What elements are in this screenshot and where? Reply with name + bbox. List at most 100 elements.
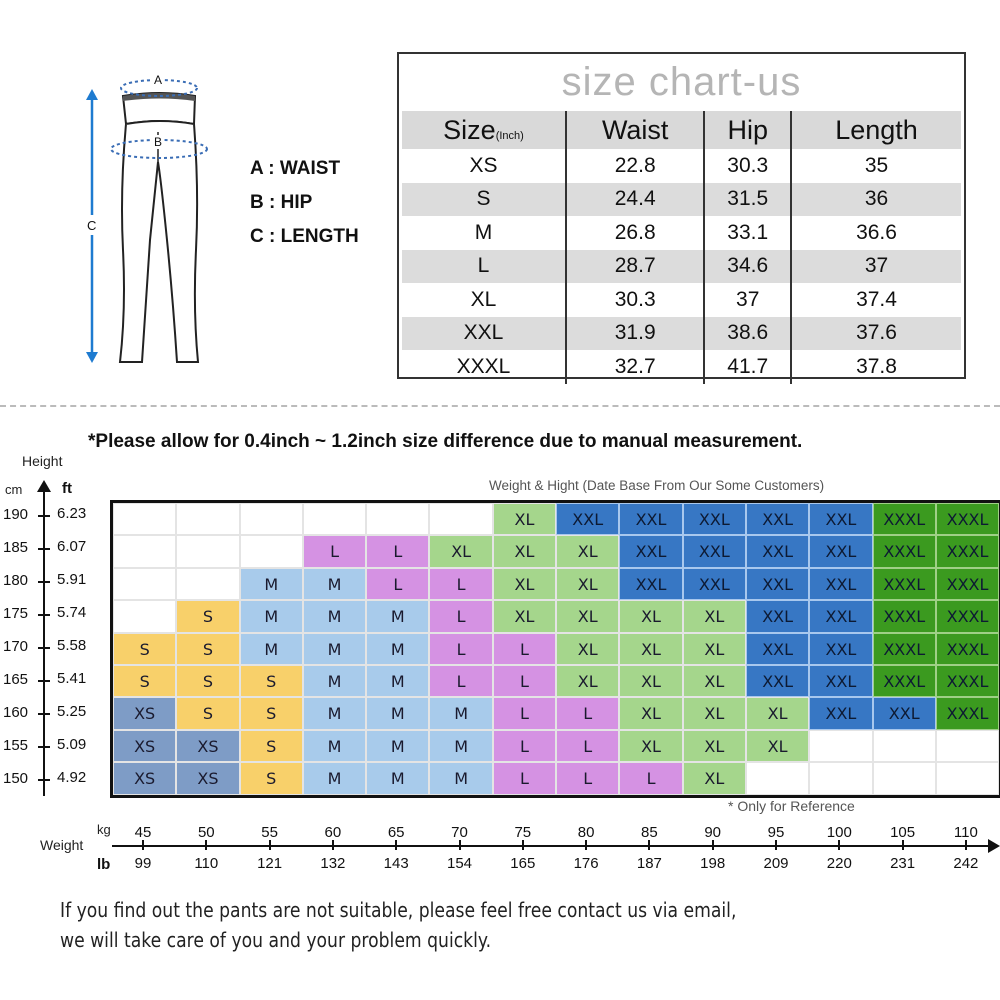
weight-axis-title: Weight xyxy=(40,837,84,853)
tick-cm: 155 xyxy=(3,737,29,754)
size-cell: S xyxy=(176,664,240,698)
cell-waist: 31.9 xyxy=(564,316,704,350)
size-cell: XL xyxy=(556,600,620,633)
size-cell: L xyxy=(366,535,430,568)
size-cell: XXL xyxy=(682,567,746,601)
table-header-row: Size(Inch) Waist Hip Length xyxy=(402,111,961,149)
size-cell: XXL xyxy=(745,535,810,568)
size-cell: XXXL xyxy=(872,664,936,698)
tick-cm: 190 xyxy=(3,506,29,523)
size-cell xyxy=(935,762,1000,795)
tick-mark xyxy=(521,840,524,850)
cell-length: 36.6 xyxy=(790,216,961,250)
size-cell xyxy=(872,729,936,763)
leggings-diagram: A B C xyxy=(60,60,260,380)
table-row: XS 22.8 30.3 35 xyxy=(402,149,961,183)
tick-mark xyxy=(395,840,398,850)
size-cell: S xyxy=(239,762,303,795)
tick-mark xyxy=(38,779,50,781)
tick-mark xyxy=(38,647,50,649)
tick-kg: 45 xyxy=(134,824,152,841)
size-cell: S xyxy=(113,632,177,665)
size-cell xyxy=(809,729,873,763)
height-tick: 160 5.25 xyxy=(0,703,110,724)
tick-ft: 6.07 xyxy=(57,538,87,555)
table-row: XXXL 32.7 41.7 37.8 xyxy=(402,350,961,384)
tick-ft: 5.74 xyxy=(57,604,87,621)
size-cell: XXL xyxy=(809,664,873,698)
tick-kg: 110 xyxy=(953,824,978,841)
tick-cm: 160 xyxy=(3,704,29,721)
size-cell: XL xyxy=(745,729,810,763)
height-tick: 175 5.74 xyxy=(0,604,110,625)
tick-ft: 6.23 xyxy=(57,505,87,522)
size-cell: XXL xyxy=(556,503,620,536)
size-cell: L xyxy=(492,664,557,698)
tick-mark xyxy=(142,840,144,850)
weight-tick: 55 121 xyxy=(245,824,295,874)
size-cell xyxy=(302,503,367,536)
tick-mark xyxy=(331,840,334,850)
size-cell: XXL xyxy=(619,535,683,568)
tick-kg: 100 xyxy=(826,824,852,841)
lb-unit-label: lb xyxy=(97,856,111,873)
size-cell xyxy=(113,503,177,536)
size-cell: S xyxy=(239,664,303,698)
size-cell: XL xyxy=(682,632,746,665)
table-row: S 24.4 31.5 36 xyxy=(402,182,961,216)
header-size: Size(Inch) xyxy=(402,111,565,149)
tick-ft: 4.92 xyxy=(57,769,87,786)
height-tick: 180 5.91 xyxy=(0,571,110,592)
size-cell: XL xyxy=(556,664,620,698)
size-cell: M xyxy=(366,664,430,698)
weight-tick: 50 110 xyxy=(181,824,231,874)
cell-hip: 34.6 xyxy=(703,249,791,283)
size-cell: M xyxy=(239,632,303,665)
cell-size: M xyxy=(474,220,493,244)
size-cell: M xyxy=(239,600,303,633)
size-cell: XL xyxy=(619,664,683,698)
weight-tick: 45 99 xyxy=(118,824,168,874)
tick-kg: 75 xyxy=(514,824,532,841)
size-cell: XXL xyxy=(872,697,936,730)
tick-cm: 165 xyxy=(3,671,29,688)
size-cell: XXL xyxy=(809,503,873,536)
size-cell: XXL xyxy=(745,632,810,665)
cell-hip: 33.1 xyxy=(703,216,790,250)
cell-length: 36 xyxy=(790,182,961,216)
cell-waist: 30.3 xyxy=(564,283,703,317)
tick-cm: 175 xyxy=(3,605,29,622)
size-cell: XXL xyxy=(619,503,683,536)
size-cell: XL xyxy=(619,729,683,763)
size-cell: XXXL xyxy=(935,632,1000,665)
ft-unit-label: ft xyxy=(62,480,72,497)
cell-size: XL xyxy=(470,287,497,311)
size-cell: XXL xyxy=(745,503,810,536)
cell-length: 37.8 xyxy=(790,350,961,384)
cell-size: XXXL xyxy=(456,354,511,378)
cell-size: S xyxy=(402,182,565,216)
tick-mark xyxy=(964,840,967,850)
size-cell: S xyxy=(239,729,303,763)
cell-waist: 26.8 xyxy=(564,216,703,250)
tick-ft: 5.91 xyxy=(57,571,87,588)
tick-kg: 85 xyxy=(641,824,658,841)
size-cell: M xyxy=(302,664,367,698)
weight-tick: 80 176 xyxy=(561,824,611,874)
header-length: Length xyxy=(790,111,961,149)
cell-length: 37.4 xyxy=(790,283,961,317)
size-cell xyxy=(113,567,177,601)
support-line-2: we will take care of you and your proble… xyxy=(60,928,492,952)
size-chart-title: size chart-us xyxy=(561,60,802,104)
tick-kg: 60 xyxy=(324,824,342,841)
size-cell: XXL xyxy=(809,632,873,665)
tick-kg: 50 xyxy=(197,824,215,841)
weight-tick: 75 165 xyxy=(498,824,548,874)
tick-cm: 170 xyxy=(3,638,29,655)
tick-mark xyxy=(585,840,588,850)
size-cell: M xyxy=(429,729,493,763)
cell-size: XXL xyxy=(402,316,565,350)
size-cell: M xyxy=(366,729,430,763)
size-cell xyxy=(935,729,1000,763)
cell-hip: 30.3 xyxy=(703,149,790,183)
